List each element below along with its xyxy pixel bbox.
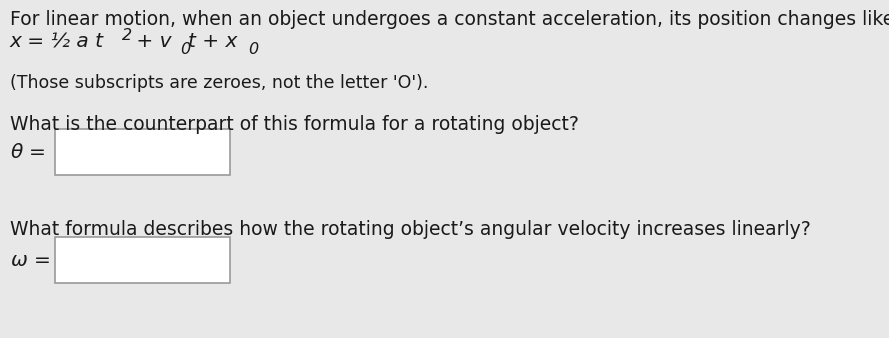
FancyBboxPatch shape	[55, 237, 230, 283]
Text: For linear motion, when an object undergoes a constant acceleration, its positio: For linear motion, when an object underg…	[10, 10, 889, 29]
Text: x = ½ a t: x = ½ a t	[10, 32, 104, 51]
Text: What is the counterpart of this formula for a rotating object?: What is the counterpart of this formula …	[10, 115, 579, 134]
Text: t + x: t + x	[188, 32, 237, 51]
Text: (Those subscripts are zeroes, not the letter 'O').: (Those subscripts are zeroes, not the le…	[10, 74, 428, 92]
Text: 0: 0	[180, 42, 190, 57]
Text: $\omega$ =: $\omega$ =	[10, 250, 50, 269]
Text: 2: 2	[122, 28, 132, 43]
Text: What formula describes how the rotating object’s angular velocity increases line: What formula describes how the rotating …	[10, 220, 811, 239]
Text: $\theta$ =: $\theta$ =	[10, 143, 45, 162]
FancyBboxPatch shape	[55, 129, 230, 175]
Text: + v: + v	[130, 32, 172, 51]
Text: 0: 0	[248, 42, 258, 57]
